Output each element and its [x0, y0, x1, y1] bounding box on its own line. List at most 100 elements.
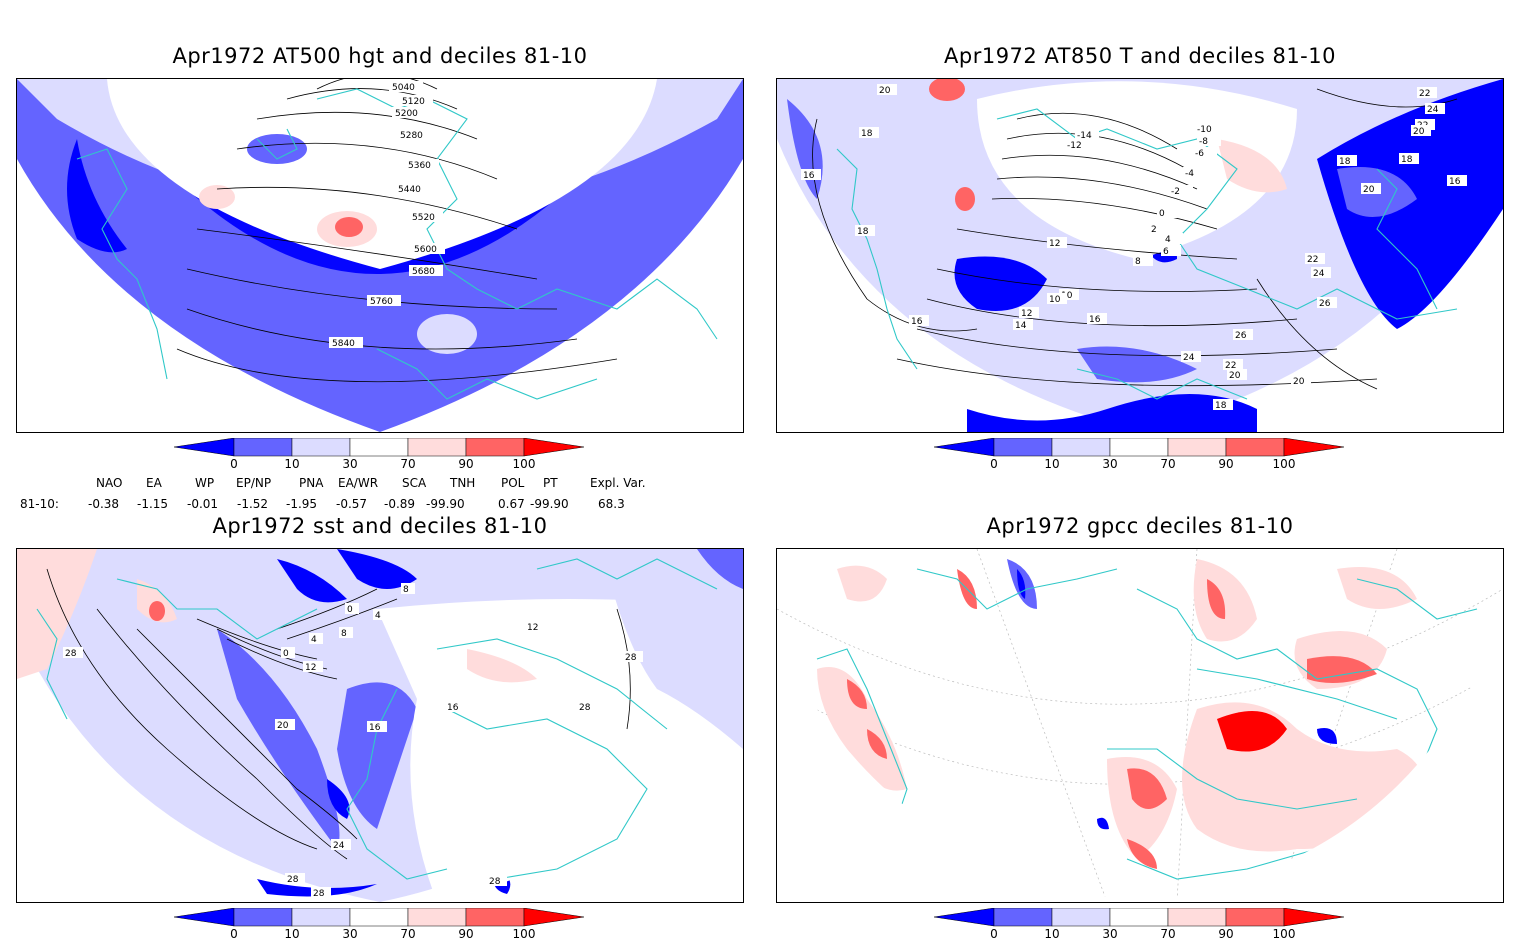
index-value-explvar: 68.3 — [598, 497, 625, 511]
index-header-epnp: EP/NP — [236, 476, 272, 490]
index-header-eawr: EA/WR — [338, 476, 379, 490]
map-panel-hgt500: 5040 5120 5200 5280 5360 5440 5520 5600 … — [16, 78, 744, 433]
svg-text:30: 30 — [1102, 927, 1117, 940]
index-value-wp: -0.01 — [187, 497, 219, 511]
svg-text:90: 90 — [458, 927, 473, 940]
svg-text:20: 20 — [1413, 127, 1425, 137]
svg-text:6: 6 — [1163, 247, 1169, 257]
svg-text:24: 24 — [1183, 353, 1195, 363]
colorbar-sst: 0 10 30 70 90 100 — [174, 908, 585, 940]
panel-title-gpcc: Apr1972 gpcc deciles 81-10 — [986, 514, 1294, 538]
svg-text:90: 90 — [1218, 927, 1233, 940]
svg-text:16: 16 — [447, 703, 459, 713]
svg-text:5040: 5040 — [392, 83, 415, 93]
index-value-nao: -0.38 — [88, 497, 120, 511]
index-value-pna: -1.95 — [286, 497, 318, 511]
index-header-pt: PT — [543, 476, 558, 490]
colorbar-hgt500: 0 10 30 70 90 100 — [174, 438, 585, 471]
svg-text:2: 2 — [1151, 225, 1157, 235]
svg-text:8: 8 — [341, 629, 347, 639]
index-header-sca: SCA — [402, 476, 427, 490]
index-row-label: 81-10: — [20, 497, 59, 511]
svg-text:70: 70 — [400, 457, 415, 471]
svg-text:90: 90 — [458, 457, 473, 471]
map-panel-t850: 20 18 16 18 22 24 22 20 18 16 18 20 -14 … — [776, 78, 1504, 433]
svg-text:0: 0 — [990, 457, 998, 471]
svg-text:8: 8 — [1135, 257, 1141, 267]
index-header-pol: POL — [501, 476, 525, 490]
svg-text:100: 100 — [1273, 457, 1296, 471]
svg-text:100: 100 — [513, 457, 536, 471]
svg-text:-10: -10 — [1197, 125, 1212, 135]
index-header-nao: NAO — [96, 476, 123, 490]
svg-text:18: 18 — [1339, 157, 1351, 167]
svg-text:12: 12 — [527, 623, 538, 633]
index-value-sca: -0.89 — [384, 497, 416, 511]
index-value-eawr: -0.57 — [336, 497, 368, 511]
index-header-tnh: TNH — [450, 476, 476, 490]
index-value-tnh: -99.90 — [426, 497, 465, 511]
svg-text:5200: 5200 — [395, 109, 418, 119]
svg-text:30: 30 — [1102, 457, 1117, 471]
svg-text:16: 16 — [369, 723, 381, 733]
svg-text:5840: 5840 — [332, 339, 355, 349]
svg-text:18: 18 — [857, 227, 869, 237]
svg-text:0: 0 — [1159, 209, 1165, 219]
index-value-epnp: -1.52 — [237, 497, 269, 511]
svg-text:10: 10 — [284, 927, 299, 940]
svg-text:0: 0 — [230, 927, 238, 940]
svg-text:26: 26 — [1319, 299, 1331, 309]
svg-text:4: 4 — [311, 635, 317, 645]
panel-title-hgt500: Apr1972 AT500 hgt and deciles 81-10 — [172, 44, 588, 68]
svg-text:0: 0 — [230, 457, 238, 471]
svg-text:10: 10 — [1044, 457, 1059, 471]
svg-text:12: 12 — [1021, 309, 1032, 319]
svg-text:70: 70 — [1160, 457, 1175, 471]
index-header-explvar: Expl. Var. — [590, 476, 646, 490]
svg-text:24: 24 — [333, 841, 345, 851]
svg-text:10: 10 — [1044, 927, 1059, 940]
svg-text:22: 22 — [1225, 361, 1236, 371]
svg-text:20: 20 — [879, 86, 891, 96]
svg-text:70: 70 — [400, 927, 415, 940]
panel-title-t850: Apr1972 AT850 T and deciles 81-10 — [944, 44, 1336, 68]
svg-text:70: 70 — [1160, 927, 1175, 940]
svg-text:4: 4 — [1165, 235, 1171, 245]
svg-text:20: 20 — [1363, 185, 1375, 195]
svg-text:10: 10 — [284, 457, 299, 471]
svg-text:5760: 5760 — [370, 297, 393, 307]
svg-text:8: 8 — [403, 585, 409, 595]
svg-text:18: 18 — [1215, 401, 1227, 411]
svg-text:0: 0 — [283, 649, 289, 659]
svg-text:28: 28 — [287, 875, 299, 885]
svg-text:90: 90 — [1218, 457, 1233, 471]
svg-text:26: 26 — [1235, 331, 1247, 341]
svg-text:5680: 5680 — [412, 267, 435, 277]
colorbar-gpcc: 0 10 30 70 90 100 — [934, 908, 1345, 940]
colorbar-t850: 0 10 30 70 90 100 — [934, 438, 1345, 471]
svg-text:-6: -6 — [1195, 149, 1204, 159]
svg-text:28: 28 — [625, 653, 637, 663]
svg-text:22: 22 — [1307, 255, 1318, 265]
svg-text:14: 14 — [1015, 321, 1027, 331]
svg-text:-14: -14 — [1077, 131, 1092, 141]
svg-text:28: 28 — [579, 703, 591, 713]
svg-text:28: 28 — [489, 877, 501, 887]
svg-text:28: 28 — [65, 649, 77, 659]
svg-text:4: 4 — [375, 611, 381, 621]
svg-text:5520: 5520 — [412, 213, 435, 223]
index-value-ea: -1.15 — [137, 497, 169, 511]
map-panel-gpcc — [776, 548, 1504, 903]
svg-text:24: 24 — [1313, 269, 1325, 279]
svg-text:16: 16 — [803, 171, 815, 181]
svg-text:5120: 5120 — [402, 97, 425, 107]
svg-text:-2: -2 — [1171, 187, 1180, 197]
panel-title-sst: Apr1972 sst and deciles 81-10 — [212, 514, 548, 538]
svg-text:100: 100 — [1273, 927, 1296, 940]
svg-text:18: 18 — [861, 129, 873, 139]
index-value-pt: -99.90 — [530, 497, 569, 511]
svg-text:28: 28 — [313, 889, 325, 899]
svg-text:12: 12 — [1049, 239, 1060, 249]
svg-text:-4: -4 — [1185, 169, 1194, 179]
svg-text:20: 20 — [1293, 377, 1305, 387]
